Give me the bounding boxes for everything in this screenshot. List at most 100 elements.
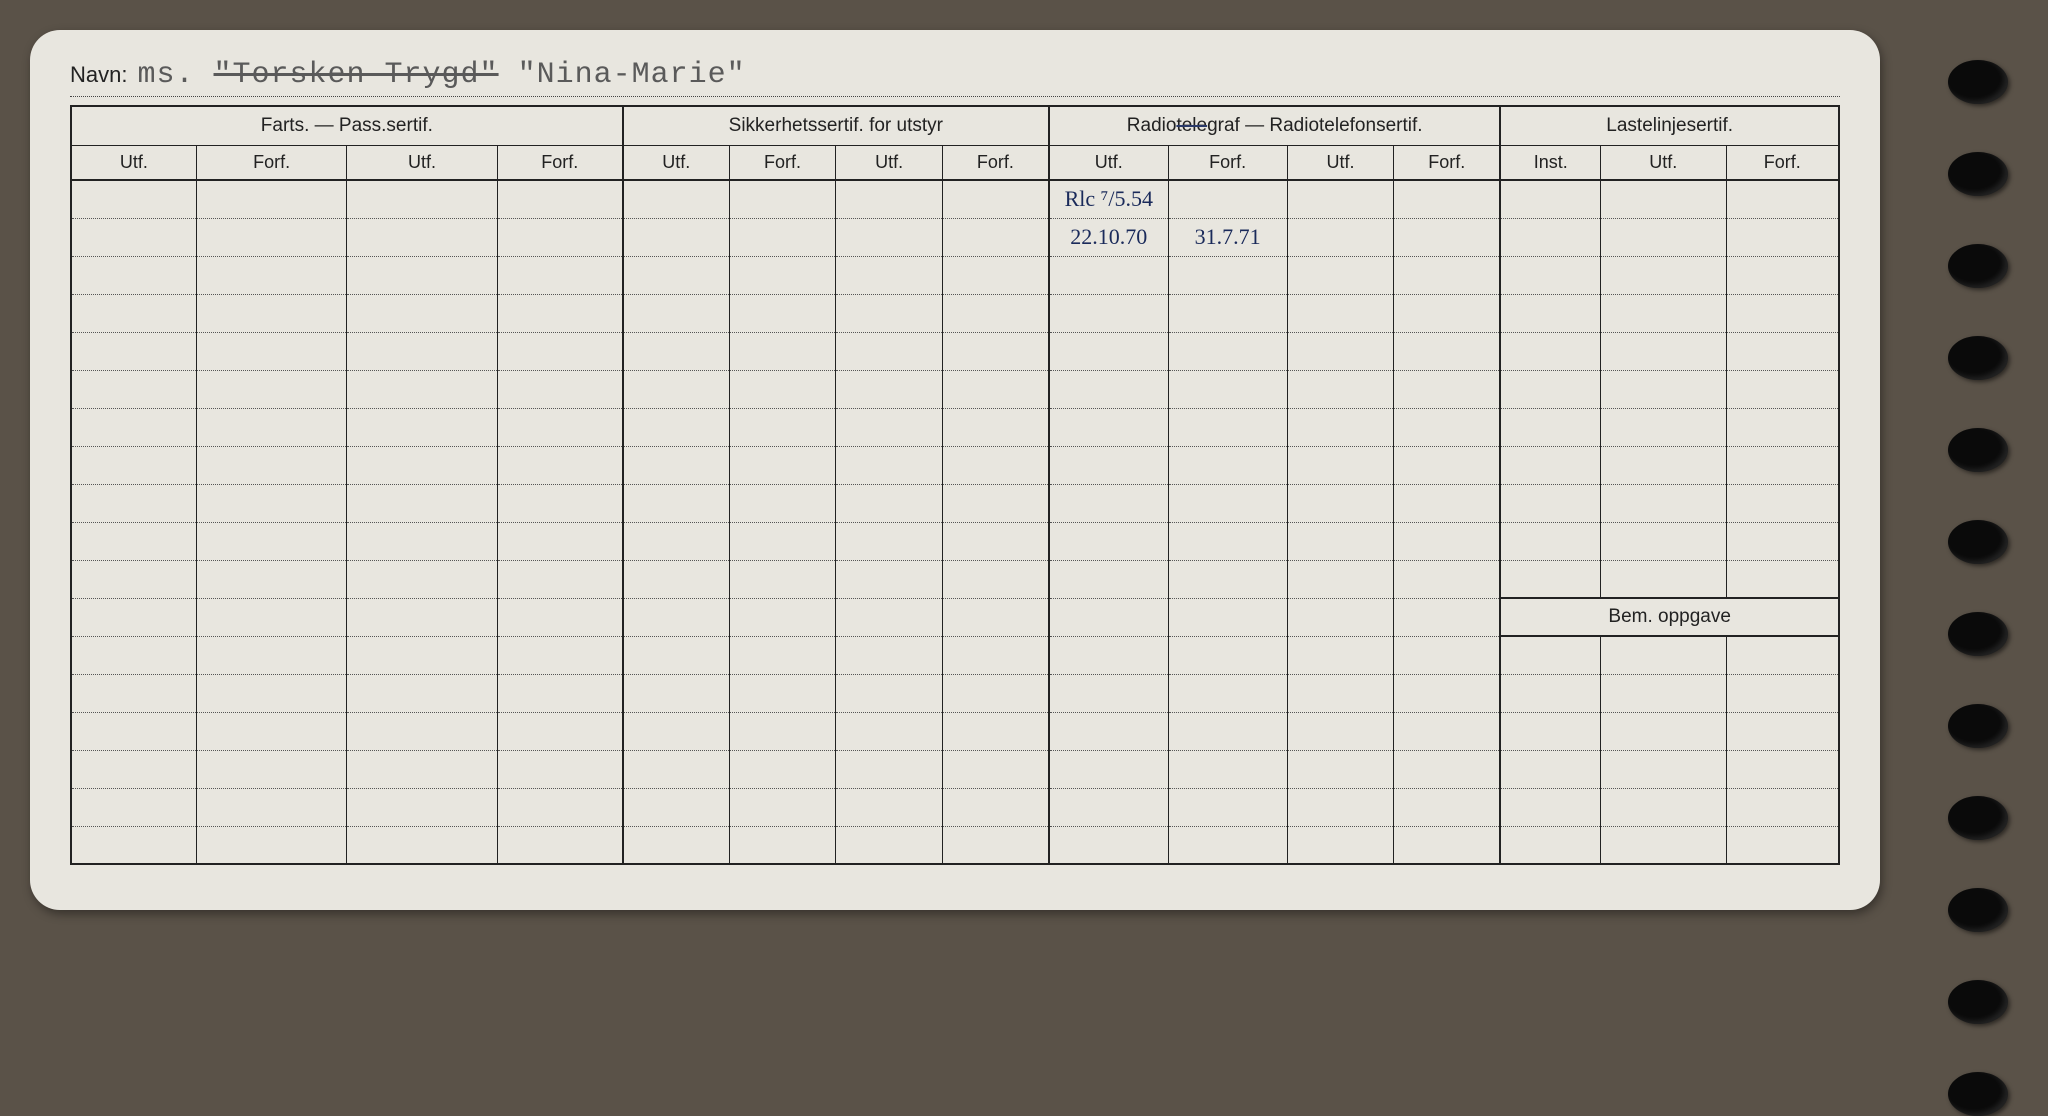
table-cell xyxy=(1049,408,1168,446)
table-cell xyxy=(836,636,943,674)
table-cell xyxy=(497,294,622,332)
table-cell xyxy=(1726,408,1839,446)
table-row xyxy=(71,674,1839,712)
table-cell xyxy=(497,484,622,522)
table-cell xyxy=(1287,256,1394,294)
table-cell xyxy=(942,522,1049,560)
table-cell xyxy=(497,218,622,256)
table-cell xyxy=(623,218,730,256)
table-cell xyxy=(1168,180,1287,218)
table-cell xyxy=(942,560,1049,598)
name-prefix: ms. xyxy=(137,58,194,92)
table-cell xyxy=(1500,408,1600,446)
table-cell xyxy=(1500,560,1600,598)
table-cell xyxy=(623,370,730,408)
table-cell xyxy=(836,408,943,446)
table-cell xyxy=(1049,522,1168,560)
column-header: Utf. xyxy=(836,146,943,181)
table-cell xyxy=(942,636,1049,674)
column-header: Forf. xyxy=(1168,146,1287,181)
table-row xyxy=(71,294,1839,332)
table-cell xyxy=(1168,370,1287,408)
binder-hole xyxy=(1948,520,2008,564)
table-cell xyxy=(729,256,836,294)
table-cell xyxy=(1726,256,1839,294)
table-cell xyxy=(1601,788,1726,826)
table-cell xyxy=(71,598,196,636)
column-header: Utf. xyxy=(623,146,730,181)
table-cell xyxy=(1168,598,1287,636)
table-cell xyxy=(71,636,196,674)
table-cell xyxy=(347,560,497,598)
table-cell xyxy=(1601,218,1726,256)
table-cell xyxy=(623,826,730,864)
table-row xyxy=(71,560,1839,598)
table-row xyxy=(71,522,1839,560)
table-cell xyxy=(196,788,346,826)
certificate-table-wrap: Farts. — Pass.sertif.Sikkerhetssertif. f… xyxy=(70,105,1840,865)
table-cell xyxy=(623,636,730,674)
table-cell xyxy=(71,256,196,294)
table-cell xyxy=(836,256,943,294)
table-cell xyxy=(729,788,836,826)
table-cell xyxy=(1168,750,1287,788)
table-cell xyxy=(729,712,836,750)
table-cell xyxy=(1601,256,1726,294)
table-cell xyxy=(1601,826,1726,864)
table-cell xyxy=(1394,826,1501,864)
table-cell xyxy=(942,180,1049,218)
table-row xyxy=(71,750,1839,788)
table-cell xyxy=(497,788,622,826)
column-header: Forf. xyxy=(1394,146,1501,181)
table-cell xyxy=(623,180,730,218)
table-cell xyxy=(1168,636,1287,674)
table-cell xyxy=(1601,332,1726,370)
table-cell xyxy=(1287,598,1394,636)
table-cell xyxy=(71,522,196,560)
table-cell xyxy=(1726,788,1839,826)
name-row: Navn: ms. "Torsken-Trygd" "Nina-Marie" xyxy=(70,58,1840,97)
table-cell xyxy=(942,712,1049,750)
table-cell xyxy=(1394,370,1501,408)
table-cell xyxy=(196,636,346,674)
table-cell xyxy=(196,826,346,864)
binder-hole xyxy=(1948,612,2008,656)
column-header: Forf. xyxy=(942,146,1049,181)
table-cell xyxy=(347,674,497,712)
table-cell xyxy=(1287,788,1394,826)
table-cell xyxy=(623,446,730,484)
table-cell xyxy=(836,370,943,408)
binder-hole xyxy=(1948,796,2008,840)
table-cell xyxy=(1726,560,1839,598)
table-cell xyxy=(729,446,836,484)
table-cell xyxy=(729,522,836,560)
table-cell xyxy=(729,218,836,256)
section-header: Lastelinjesertif. xyxy=(1500,107,1839,146)
table-cell xyxy=(729,294,836,332)
table-cell xyxy=(1726,332,1839,370)
column-header: Forf. xyxy=(729,146,836,181)
table-cell xyxy=(497,712,622,750)
table-cell xyxy=(836,180,943,218)
table-cell xyxy=(1601,484,1726,522)
table-cell xyxy=(497,826,622,864)
table-cell xyxy=(1601,636,1726,674)
table-cell xyxy=(1601,370,1726,408)
table-cell xyxy=(729,180,836,218)
binder-hole xyxy=(1948,704,2008,748)
table-cell xyxy=(1287,522,1394,560)
table-cell xyxy=(1726,484,1839,522)
table-cell xyxy=(71,370,196,408)
table-cell xyxy=(623,294,730,332)
table-cell xyxy=(497,598,622,636)
table-cell xyxy=(942,332,1049,370)
table-cell xyxy=(1287,446,1394,484)
record-card: Navn: ms. "Torsken-Trygd" "Nina-Marie" F… xyxy=(30,30,1880,910)
table-cell xyxy=(1601,674,1726,712)
table-cell xyxy=(497,674,622,712)
table-cell xyxy=(71,674,196,712)
table-cell xyxy=(196,484,346,522)
table-cell xyxy=(71,294,196,332)
table-cell xyxy=(497,408,622,446)
table-row xyxy=(71,636,1839,674)
